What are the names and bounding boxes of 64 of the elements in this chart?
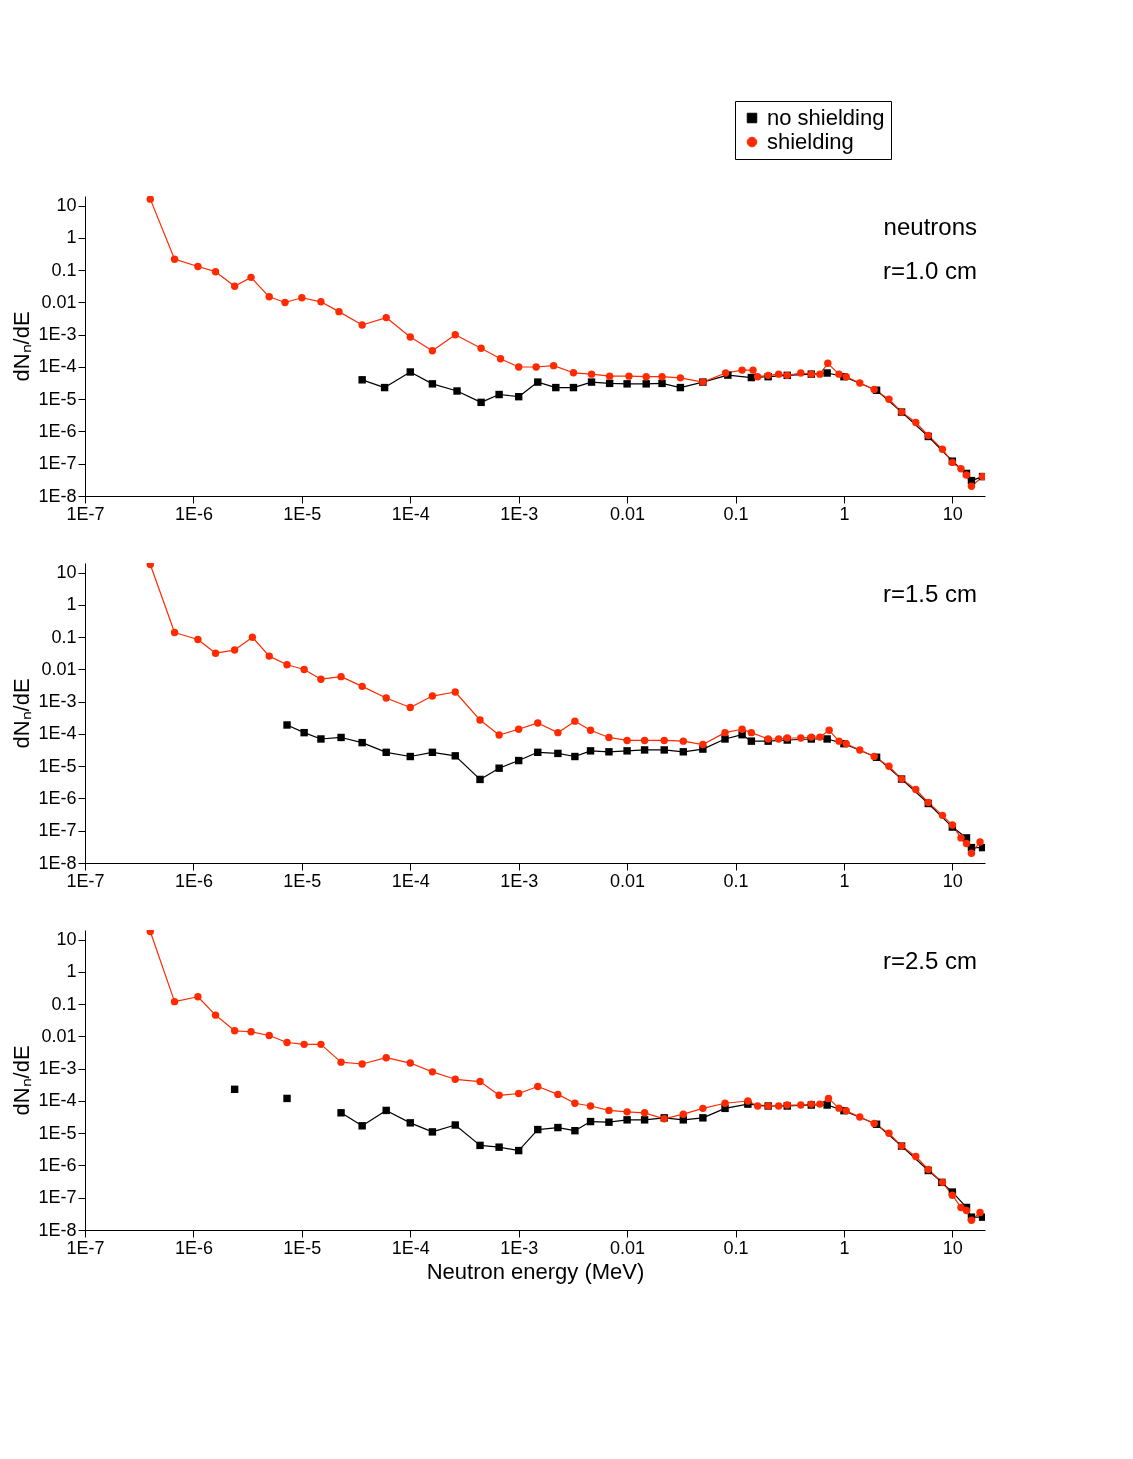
- x-tick-label: 10: [942, 870, 963, 891]
- y-tick-label: 1: [66, 227, 77, 248]
- x-tick-label: 1E-4: [391, 1237, 430, 1258]
- x-tick-label: 10: [942, 1237, 963, 1258]
- x-tick-label: 0.1: [723, 1237, 749, 1258]
- y-tick-label: 1: [66, 961, 77, 982]
- x-tick-label: 1E-3: [500, 1237, 539, 1258]
- x-tick-label: 1E-3: [500, 870, 539, 891]
- x-tick-label: 1E-4: [391, 503, 430, 524]
- y-tick-label: 1E-6: [38, 787, 77, 808]
- y-tick-label: 1E-7: [38, 453, 77, 474]
- y-tick-label: 0.01: [41, 1025, 77, 1046]
- y-tick-label: 1E-6: [38, 420, 77, 441]
- y-tick-label: 0.01: [41, 291, 77, 312]
- x-tick-label: 1E-6: [174, 503, 213, 524]
- annotation: neutrons: [883, 213, 977, 240]
- x-tick-label: 0.01: [610, 870, 646, 891]
- y-tick-label: 1E-5: [38, 388, 77, 409]
- y-tick-label: 0.1: [51, 259, 77, 280]
- y-tick-label: 0.1: [51, 993, 77, 1014]
- x-tick-label: 0.01: [610, 1237, 646, 1258]
- y-tick-label: 10: [56, 562, 77, 583]
- y-tick-label: 0.1: [51, 626, 77, 647]
- y-tick-label: 1E-8: [38, 485, 77, 506]
- x-tick-label: 10: [942, 503, 963, 524]
- x-tick-label: 1E-4: [391, 870, 430, 891]
- x-tick-label: 1E-5: [283, 870, 322, 891]
- legend-label: shielding: [767, 129, 854, 154]
- y-tick-label: 1E-8: [38, 1219, 77, 1240]
- y-tick-label: 1E-4: [38, 1090, 77, 1111]
- x-tick-label: 0.01: [610, 503, 646, 524]
- x-tick-label: 1E-5: [283, 1237, 322, 1258]
- x-tick-label: 0.1: [723, 503, 749, 524]
- x-tick-label: 1E-5: [283, 503, 322, 524]
- x-tick-label: 1E-6: [174, 870, 213, 891]
- y-tick-label: 10: [56, 195, 77, 216]
- y-tick-label: 1E-3: [38, 691, 77, 712]
- legend-label: no shielding: [767, 105, 885, 130]
- y-tick-label: 1E-7: [38, 820, 77, 841]
- x-tick-label: 1: [839, 870, 850, 891]
- y-tick-label: 1E-7: [38, 1187, 77, 1208]
- y-tick-label: 1E-5: [38, 1122, 77, 1143]
- y-tick-label: 1E-5: [38, 755, 77, 776]
- y-axis-title: dNₙ/dE: [9, 1045, 35, 1116]
- annotation: r=1.5 cm: [882, 580, 977, 607]
- y-tick-label: 1E-6: [38, 1154, 77, 1175]
- y-axis-title: dNₙ/dE: [9, 311, 35, 382]
- y-tick-label: 0.01: [41, 658, 77, 679]
- x-tick-label: 0.1: [723, 870, 749, 891]
- y-tick-label: 1E-3: [38, 324, 77, 345]
- annotation: r=2.5 cm: [882, 947, 977, 974]
- y-tick-label: 1E-4: [38, 723, 77, 744]
- y-tick-label: 10: [56, 929, 77, 950]
- y-tick-label: 1E-3: [38, 1058, 77, 1079]
- y-tick-label: 1: [66, 594, 77, 615]
- y-tick-label: 1E-8: [38, 852, 77, 873]
- x-tick-label: 1: [839, 503, 850, 524]
- x-axis-title: Neutron energy (MeV): [426, 1258, 645, 1284]
- x-tick-label: 1E-3: [500, 503, 539, 524]
- x-tick-label: 1: [839, 1237, 850, 1258]
- y-tick-label: 1E-4: [38, 356, 77, 377]
- x-tick-label: 1E-6: [174, 1237, 213, 1258]
- annotation: r=1.0 cm: [882, 257, 977, 284]
- y-axis-title: dNₙ/dE: [9, 678, 35, 749]
